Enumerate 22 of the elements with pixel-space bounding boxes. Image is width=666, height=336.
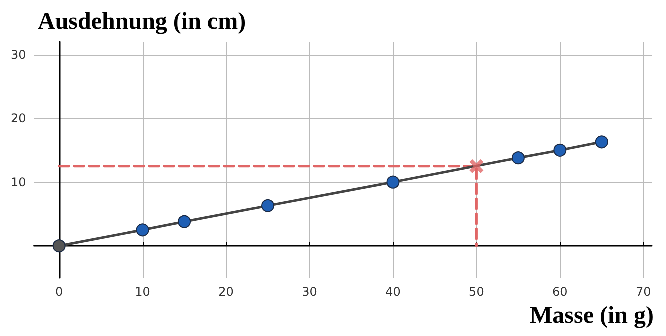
- point: [554, 144, 567, 157]
- x-tick-label: 40: [386, 285, 401, 299]
- x-tick-label: 0: [55, 285, 64, 299]
- y-tick-label: 10: [10, 175, 26, 190]
- point: [52, 240, 66, 253]
- x-tick-label: 20: [218, 285, 234, 299]
- x-tick-label: 10: [135, 285, 150, 299]
- x-tick-label: 60: [552, 285, 568, 299]
- point: [512, 152, 525, 165]
- point: [595, 136, 608, 149]
- x-tick-label: 30: [302, 285, 318, 299]
- x-axis-title: Masse (in g): [530, 303, 654, 329]
- point: [470, 159, 484, 174]
- point: [386, 176, 400, 189]
- x-tick-label: 70: [636, 285, 652, 299]
- y-tick-label: 20: [10, 112, 26, 126]
- point: [178, 215, 192, 228]
- y-tick-label: 30: [10, 48, 26, 62]
- point: [136, 224, 150, 237]
- y-axis-title: Ausdehnung (in cm): [38, 9, 246, 35]
- x-tick-label: 50: [469, 285, 484, 299]
- point: [262, 199, 275, 212]
